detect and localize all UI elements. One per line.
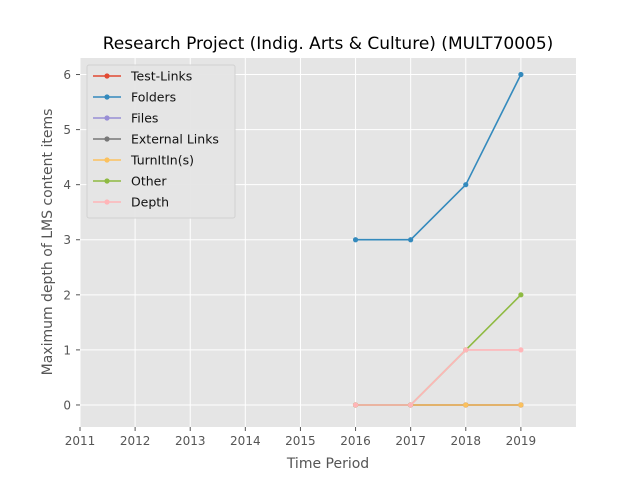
y-tick-label: 3 — [63, 233, 71, 247]
legend-item: TurnItIn(s) — [93, 153, 194, 168]
series-line — [355, 74, 522, 241]
legend-label: Files — [131, 111, 158, 126]
legend-label: TurnItIn(s) — [130, 153, 194, 168]
series-folders — [352, 71, 524, 243]
legend-label: Test-Links — [130, 69, 192, 84]
legend-item: Other — [93, 174, 167, 189]
legend-swatch-marker — [104, 178, 110, 184]
y-tick-label: 1 — [63, 343, 71, 357]
x-tick-label: 2012 — [120, 434, 151, 448]
x-axis-label: Time Period — [286, 456, 369, 472]
legend-label: Other — [131, 174, 167, 189]
data-point — [518, 402, 524, 408]
chart-title: Research Project (Indig. Arts & Culture)… — [103, 34, 554, 54]
y-axis-ticks: 0 1 2 3 4 5 6 — [63, 68, 80, 412]
legend-box — [86, 64, 236, 219]
data-point — [518, 292, 524, 298]
legend-item: Test-Links — [93, 69, 192, 84]
legend-swatch-marker — [104, 157, 110, 163]
series-depth — [352, 347, 524, 408]
legend-swatch-marker — [104, 199, 110, 205]
series-line — [355, 349, 521, 406]
legend-swatch-marker — [104, 115, 110, 121]
legend-swatch-marker — [104, 94, 110, 100]
legend-swatch-marker — [104, 136, 110, 142]
x-tick-label: 2017 — [395, 434, 426, 448]
data-point — [518, 347, 524, 353]
data-point — [352, 402, 359, 408]
data-point — [352, 237, 359, 243]
y-axis-label: Maximum depth of LMS content items — [40, 109, 56, 376]
y-tick-label: 6 — [63, 68, 71, 82]
legend-item: Folders — [93, 90, 176, 105]
legend-item: Files — [93, 111, 158, 126]
data-point — [463, 347, 469, 353]
x-tick-label: 2014 — [230, 434, 261, 448]
x-tick-label: 2016 — [340, 434, 371, 448]
series-lines — [352, 71, 524, 408]
x-tick-label: 2013 — [175, 434, 206, 448]
legend-label: External Links — [131, 132, 219, 147]
data-point — [463, 402, 469, 408]
y-tick-label: 2 — [63, 288, 71, 302]
legend-swatch-marker — [104, 73, 110, 79]
data-point — [408, 402, 414, 408]
data-point — [463, 182, 469, 188]
legend-label: Depth — [131, 195, 169, 210]
y-tick-label: 0 — [63, 398, 71, 412]
x-tick-label: 2015 — [285, 434, 316, 448]
data-point — [408, 237, 414, 243]
legend-item: External Links — [93, 132, 219, 147]
x-tick-label: 2019 — [506, 434, 537, 448]
data-point — [518, 71, 524, 78]
y-tick-label: 5 — [63, 123, 71, 137]
x-tick-label: 2018 — [451, 434, 482, 448]
legend: Test-Links Folders Files External Links Turn… — [86, 64, 236, 219]
legend-item: Depth — [93, 195, 169, 210]
legend-label: Folders — [131, 90, 176, 105]
y-tick-label: 4 — [63, 178, 71, 192]
x-axis-ticks: 2011 2012 2013 2014 2015 2016 2017 2018 2019 — [65, 427, 536, 448]
x-tick-label: 2011 — [65, 434, 96, 448]
